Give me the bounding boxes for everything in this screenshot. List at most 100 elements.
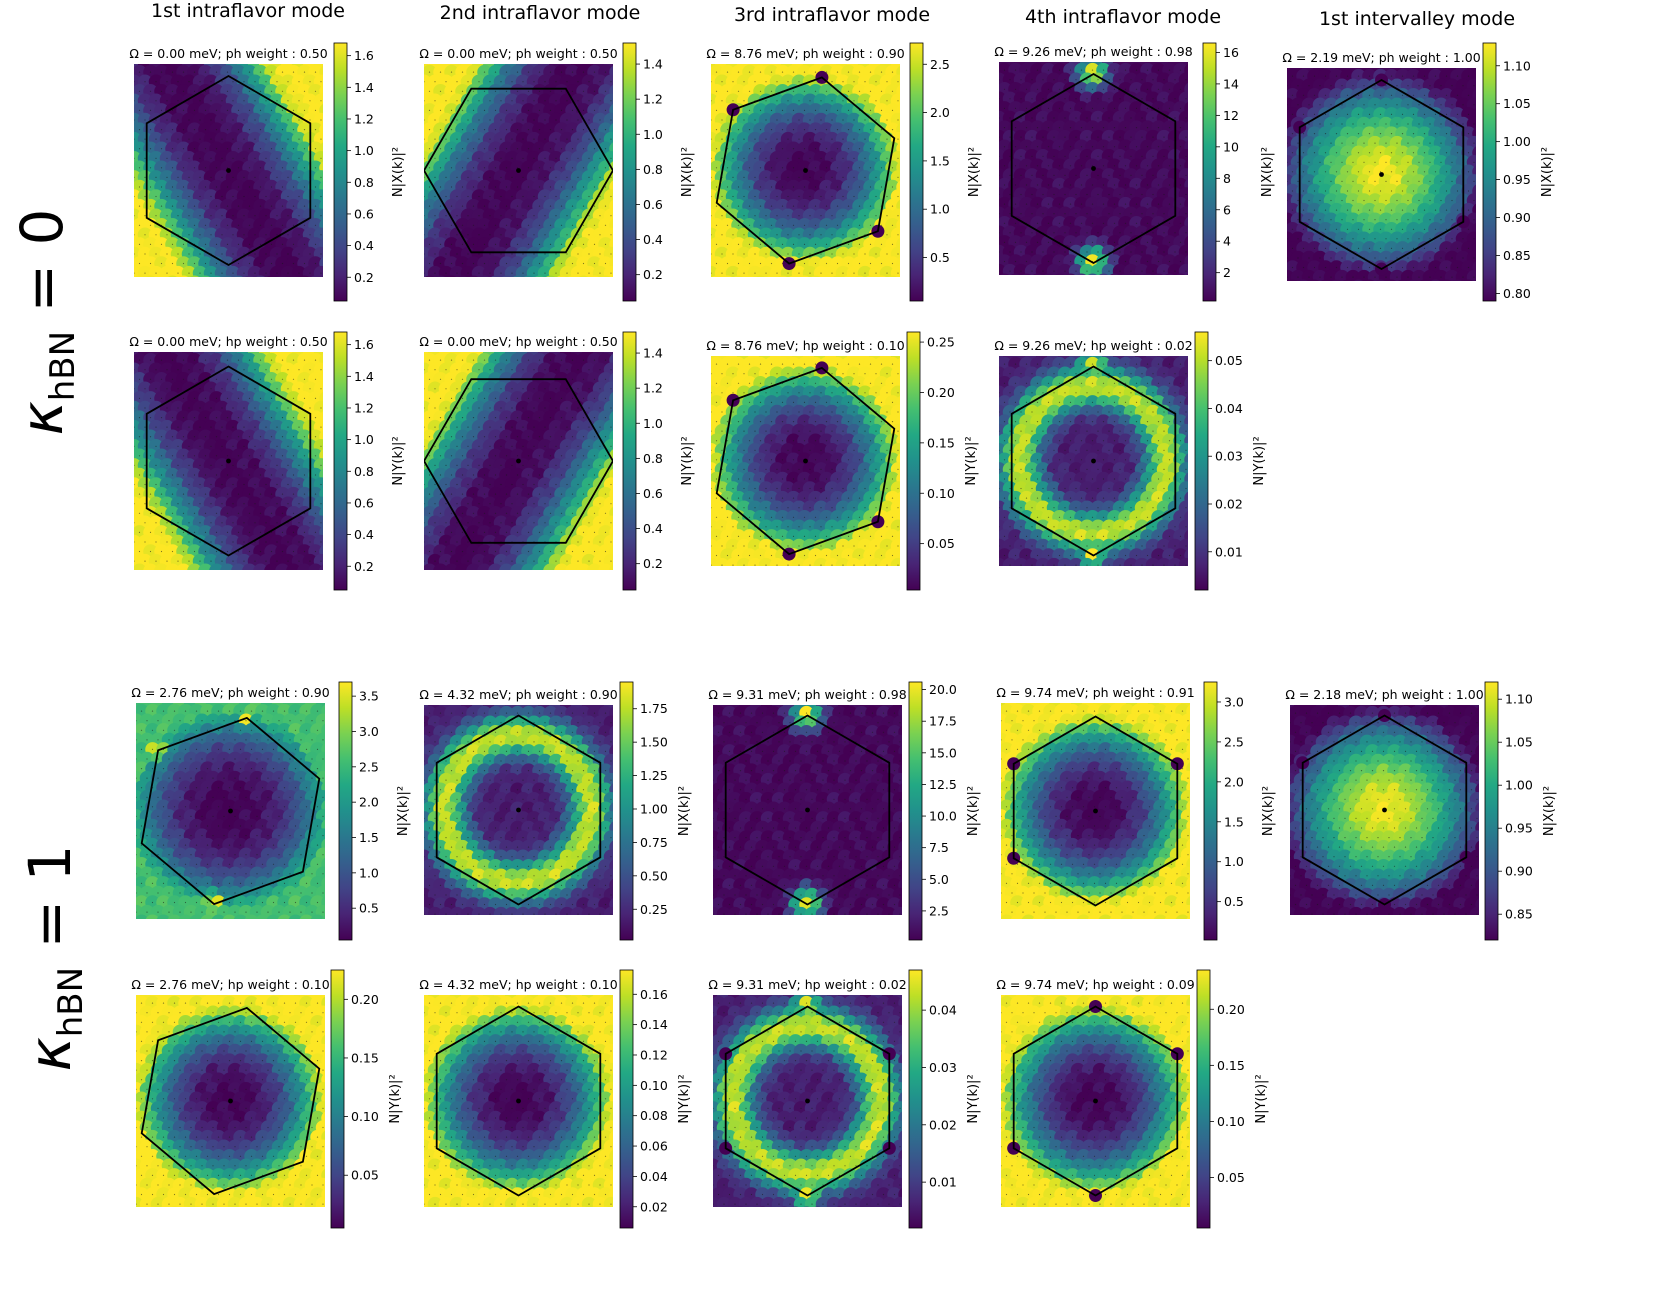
heatmap (406, 687, 630, 931)
panel-15: Ω = 2.76 meV; hp weight : 0.100.050.100.… (118, 970, 403, 1228)
colorbar-tick-label: 0.95 (1503, 172, 1531, 187)
colorbar-tick-label: 1.50 (640, 735, 668, 750)
colorbar-tick-label: 1.0 (1224, 854, 1244, 869)
colorbar-tick-label: 0.85 (1505, 907, 1533, 922)
colorbar-tick-label: 8 (1223, 171, 1231, 186)
colorbar-tick-label: 0.05 (1217, 1170, 1245, 1185)
panel-3: Ω = 8.76 meV; ph weight : 0.900.51.01.52… (693, 43, 982, 301)
row-label-subscript: hBN (51, 967, 91, 1037)
heatmap (695, 977, 919, 1221)
panel-title: Ω = 9.74 meV; ph weight : 0.91 (996, 685, 1194, 700)
colorbar-tick-label: 1.5 (1224, 814, 1244, 829)
panel-title: Ω = 0.00 meV; hp weight : 0.50 (419, 334, 617, 349)
row-label-khbn-0: κhBN = 0 (8, 209, 83, 436)
heatmap (406, 977, 630, 1221)
panel-title: Ω = 2.76 meV; ph weight : 0.90 (131, 685, 329, 700)
panel-title: Ω = 8.76 meV; ph weight : 0.90 (706, 46, 904, 61)
svg-text:κhBN = 0: κhBN = 0 (8, 209, 83, 436)
heatmap (1269, 50, 1493, 294)
colorbar-tick-label: 0.20 (927, 385, 955, 400)
colorbar-tick-label: 0.10 (1217, 1114, 1245, 1129)
colorbar-tick-label: 1.2 (354, 111, 374, 126)
colorbar-tick-label: 0.25 (640, 902, 668, 917)
colorbar (909, 970, 922, 1228)
colorbar-tick-label: 1.4 (643, 57, 663, 72)
colorbar-label: N|Y(k)|² (680, 436, 695, 485)
colorbar-tick-label: 1.75 (640, 701, 668, 716)
gamma-point (803, 459, 808, 464)
gamma-point (1091, 166, 1096, 171)
colorbar-label: N|X(k)|² (1261, 786, 1276, 836)
colorbar-tick-label: 0.2 (643, 267, 663, 282)
colorbar-tick-label: 2.5 (929, 903, 949, 918)
heatmap (406, 46, 630, 290)
colorbar-tick-label: 0.95 (1505, 821, 1533, 836)
colorbar (334, 43, 347, 301)
gamma-point (803, 168, 808, 173)
colorbar-tick-label: 0.4 (354, 527, 374, 542)
colorbar-tick-label: 0.10 (927, 486, 955, 501)
svg-text:κhBN = 1: κhBN = 1 (16, 845, 91, 1072)
column-titles: 1st intraflavor mode 2nd intraflavor mod… (151, 0, 1515, 30)
colorbar (1203, 43, 1216, 301)
panel-title: Ω = 2.19 meV; ph weight : 1.00 (1282, 50, 1480, 65)
column-title-5: 1st intervalley mode (1319, 8, 1515, 30)
colorbar-tick-label: 17.5 (929, 714, 957, 729)
panel-title: Ω = 0.00 meV; hp weight : 0.50 (129, 334, 327, 349)
colorbar-tick-label: 0.15 (1217, 1058, 1245, 1073)
colorbar-tick-label: 1.00 (1503, 134, 1531, 149)
gamma-point (516, 168, 521, 173)
colorbar-tick-label: 0.85 (1503, 248, 1531, 263)
column-title-2: 2nd intraflavor mode (440, 2, 641, 24)
gamma-point (516, 459, 521, 464)
colorbar-tick-label: 0.15 (351, 1050, 379, 1065)
colorbar-tick-label: 10.0 (929, 809, 957, 824)
colorbar-tick-label: 1.4 (354, 369, 374, 384)
colorbar-tick-label: 0.03 (1215, 449, 1243, 464)
colorbar (1204, 682, 1217, 940)
colorbar-tick-label: 1.00 (640, 801, 668, 816)
heatmap (693, 46, 917, 290)
colorbar-tick-label: 4 (1223, 234, 1231, 249)
panel-10: Ω = 2.76 meV; ph weight : 0.900.51.01.52… (118, 682, 411, 940)
panel-title: Ω = 4.32 meV; ph weight : 0.90 (419, 687, 617, 702)
heatmap (116, 46, 340, 290)
colorbar-tick-label: 0.02 (929, 1117, 957, 1132)
colorbar-tick-label: 7.5 (929, 840, 949, 855)
colorbar-tick-label: 0.50 (640, 868, 668, 883)
colorbar (334, 332, 347, 590)
colorbar-tick-label: 0.90 (1505, 864, 1533, 879)
colorbar-tick-label: 0.5 (359, 901, 379, 916)
colorbar-tick-label: 2.5 (359, 759, 379, 774)
panel-14: Ω = 2.18 meV; ph weight : 1.000.850.900.… (1272, 682, 1557, 940)
heatmap (983, 977, 1207, 1221)
panel-title: Ω = 9.74 meV; hp weight : 0.09 (996, 977, 1194, 992)
colorbar-tick-label: 0.05 (927, 536, 955, 551)
panel-8: Ω = 8.76 meV; hp weight : 0.10 0.05 0.10 0.… (693, 332, 979, 590)
colorbar-tick-label: 0.4 (643, 521, 663, 536)
panel-title: Ω = 8.76 meV; hp weight : 0.10 (706, 338, 904, 353)
colorbar (620, 970, 633, 1228)
gamma-point (226, 459, 231, 464)
panel-7: Ω = 0.00 meV; hp weight : 0.500.20.40.60… (406, 332, 695, 590)
panel-title: Ω = 0.00 meV; ph weight : 0.50 (419, 46, 617, 61)
colorbar-tick-label: 0.01 (1215, 544, 1243, 559)
colorbar-tick-label: 1.05 (1505, 735, 1533, 750)
colorbar-tick-label: 1.6 (354, 48, 374, 63)
heatmap (118, 977, 342, 1221)
column-title-3: 3rd intraflavor mode (734, 4, 930, 26)
colorbar-tick-label: 1.0 (930, 202, 950, 217)
panel-6: Ω = 0.00 meV; hp weight : 0.500.20.40.60… (116, 332, 406, 590)
colorbar (909, 682, 922, 940)
colorbar-label: N|Y(k)|² (388, 1074, 403, 1123)
colorbar-tick-label: 0.6 (643, 486, 663, 501)
colorbar-tick-label: 1.0 (359, 865, 379, 880)
panel-title: Ω = 4.32 meV; hp weight : 0.10 (419, 977, 617, 992)
panel-5: Ω = 2.19 meV; ph weight : 1.000.800.850.… (1269, 43, 1555, 301)
heatmap (695, 687, 919, 931)
colorbar (620, 682, 633, 940)
colorbar-tick-label: 1.5 (930, 153, 950, 168)
colorbar-label: N|Y(k)|² (1254, 1074, 1269, 1123)
gamma-point (516, 808, 521, 813)
panel-2: Ω = 0.00 meV; ph weight : 0.500.20.40.60… (406, 43, 695, 301)
